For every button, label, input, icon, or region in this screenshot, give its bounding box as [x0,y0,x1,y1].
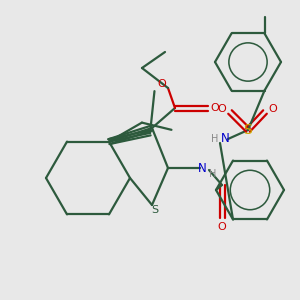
Text: N: N [198,161,206,175]
Text: O: O [268,104,278,114]
Text: O: O [211,103,219,113]
Text: H: H [211,134,219,144]
Text: O: O [158,79,166,89]
Text: S: S [152,205,159,215]
Text: O: O [218,104,226,114]
Text: S: S [244,123,252,137]
Text: O: O [218,222,226,232]
Text: H: H [209,169,217,179]
Text: N: N [220,133,230,146]
